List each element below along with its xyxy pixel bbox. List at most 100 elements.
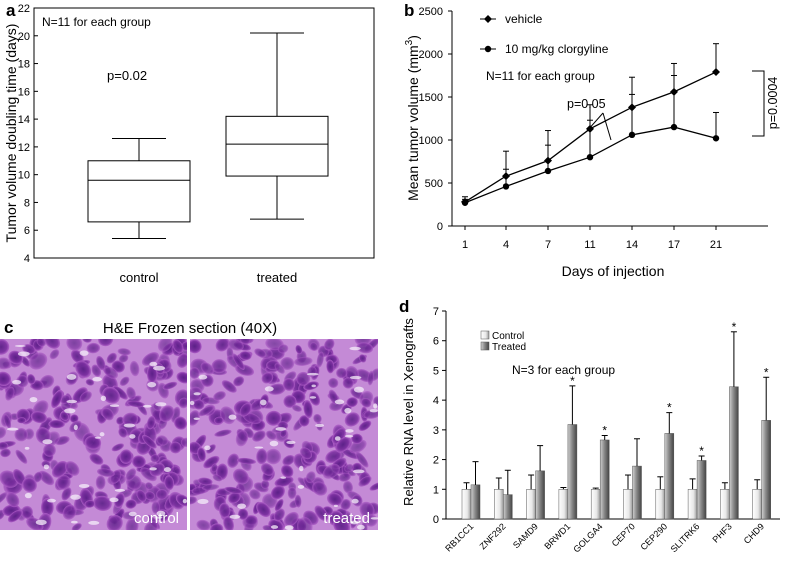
significance-star: * [570,374,575,388]
legend-label: Control [492,331,524,342]
panel-label-d: d [399,297,409,316]
x-category-label: CHD9 [742,521,766,545]
x-category-label: ZNF292 [478,521,508,551]
legend-marker-vehicle [484,15,492,23]
n-label-d: N=3 for each group [512,363,615,377]
data-point [461,199,469,206]
plot-frame [33,7,375,259]
y-tick-label: 12 [18,142,30,154]
p-pointer [602,112,612,141]
panel-label-b: b [404,1,414,20]
histology-label-control: control [134,510,179,527]
bar-control [752,489,762,520]
y-axis-label-a: Tumor volume doubling time (days) [3,24,19,243]
p-value-b1: p=0.05 [567,97,606,111]
p-value-a: p=0.02 [107,68,147,83]
x-tick-label: 21 [710,239,722,251]
y-tick-label: 2500 [419,6,443,18]
x-category-label: SAMD9 [511,521,540,550]
y-tick-label: 22 [18,3,30,15]
x-tick-label: 14 [626,239,638,251]
legend-label: vehicle [505,12,543,26]
bar-treated [503,494,513,520]
x-category-label: BRWD1 [542,521,572,551]
bar-treated [470,484,481,520]
y-tick-label: 500 [425,178,443,190]
x-tick-label: 17 [668,239,680,251]
bar-chart-panel: Relative RNA level in Xenografts N=3 for… [401,306,780,555]
y-tick-label: 4 [24,253,30,265]
data-point [670,123,678,131]
legend-marker-clorgyline [484,45,492,53]
bar-control [655,489,666,520]
x-category-label: control [119,270,158,285]
y-tick-label: 4 [433,395,439,407]
p-pointer [586,112,604,132]
bar-control [461,489,472,520]
box-plot-panel: N=11 for each group p=0.02 Tumor volume … [3,3,375,285]
x-category-label: SLITRK6 [669,521,702,554]
x-category-label: treated [257,270,297,285]
bar-treated [761,420,771,520]
data-point [544,167,552,175]
data-point [586,154,594,161]
x-category-label: RB1CC1 [443,521,475,553]
bar-treated [599,439,610,520]
x-tick-label: 1 [462,239,468,251]
x-category-label: GOLGA4 [571,521,604,554]
panel-label-a: a [6,1,16,20]
legend-swatch-treated [480,341,490,351]
y-tick-label: 18 [18,59,30,71]
bar-treated [632,465,642,520]
data-point [502,183,510,190]
bar-control [558,489,569,520]
panel-label-c: c [4,318,13,337]
box-iqr [87,160,191,223]
y-axis-label-d: Relative RNA level in Xenografts [401,318,416,506]
significance-star: * [764,365,769,379]
x-tick-label: 7 [545,239,551,251]
y-tick-label: 8 [24,197,30,209]
y-axis-label-b: Mean tumor volume (mm3) [404,35,421,201]
data-point [712,68,720,77]
y-tick-label: 2 [433,455,439,467]
y-tick-label: 0 [433,514,439,526]
bar-control [623,489,633,520]
bar-treated [696,460,707,520]
x-tick-label: 11 [584,239,595,251]
significance-star: * [667,401,672,415]
bar-control [494,489,504,520]
histology-label-treated: treated [323,510,370,527]
y-tick-label: 6 [433,336,439,348]
y-tick-label: 20 [18,31,30,43]
significance-star: * [699,444,704,458]
y-tick-label: 1 [433,484,439,496]
box-iqr [225,115,329,177]
x-category-label: CEP70 [610,521,637,548]
bar-treated [664,433,675,520]
legend-label: Treated [492,342,526,353]
x-tick-label: 4 [503,239,509,251]
data-point [712,135,720,142]
bar-control [590,489,601,520]
y-tick-label: 1500 [419,92,443,104]
data-point [628,131,636,139]
y-tick-label: 3 [433,425,439,437]
bar-treated [567,424,578,520]
p-value-b2: p=0.0004 [766,77,780,130]
legend-label: 10 mg/kg clorgyline [505,42,609,56]
n-label-b: N=11 for each group [486,69,595,83]
y-tick-label: 14 [18,114,30,126]
y-tick-label: 2000 [419,49,443,61]
histology-panel: H&E Frozen section (40X) control treated [0,320,378,530]
significance-bracket [752,70,765,137]
n-label-a: N=11 for each group [42,15,151,29]
x-axis-label-b: Days of injection [562,263,665,279]
line-chart-panel: Days of injection Mean tumor volume (mm3… [404,6,780,279]
y-tick-label: 5 [433,365,439,377]
y-tick-label: 6 [24,225,30,237]
bar-treated [729,386,739,520]
histology-title: H&E Frozen section (40X) [103,320,277,337]
y-tick-label: 16 [18,86,30,98]
